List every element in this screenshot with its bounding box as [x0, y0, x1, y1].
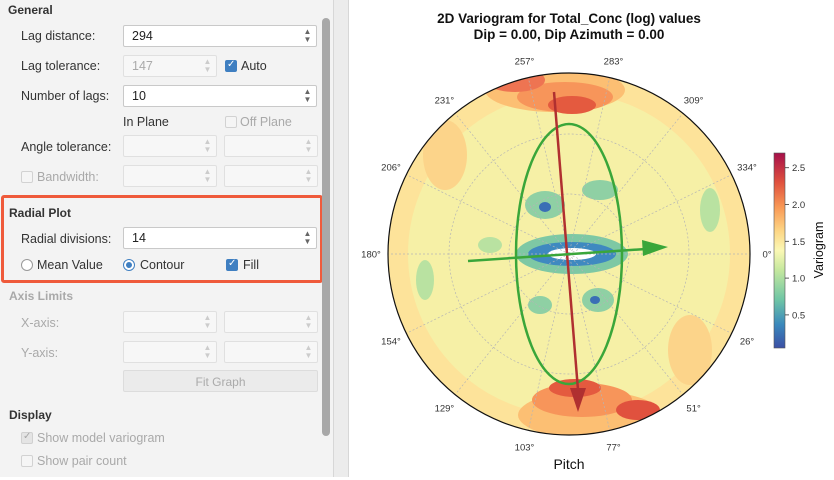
angle-tick-label: 309°: [684, 96, 704, 107]
angle-tick-label: 231°: [435, 96, 455, 107]
bandwidth-off-plane-field[interactable]: ▲ ▼: [224, 165, 318, 187]
colorbar-tick-label: 0.5: [792, 310, 805, 321]
plot-subtitle: Dip = 0.00, Dip Azimuth = 0.00: [474, 27, 665, 42]
bandwidth-checkbox[interactable]: [21, 171, 33, 183]
angle-tick-label: 180°: [361, 250, 381, 261]
angle-tick-label: 26°: [740, 336, 755, 347]
colorbar-tick-label: 1.5: [792, 237, 805, 248]
spinner-icon: ▲ ▼: [304, 167, 313, 184]
spinner-icon: ▲ ▼: [304, 313, 313, 330]
anisotropy-ellipse: [514, 122, 624, 386]
show-model-variogram-label: Show model variogram: [37, 431, 165, 445]
x-axis-max-field[interactable]: ▲ ▼: [224, 311, 318, 333]
section-general-title: General: [8, 3, 53, 17]
show-pair-count-label: Show pair count: [37, 454, 127, 468]
angle-tick-label: 77°: [606, 442, 621, 453]
radial-variogram-plot: 2D Variogram for Total_Conc (log) values…: [361, 11, 826, 472]
radial-divisions-value: 14: [132, 231, 146, 245]
lag-tolerance-label: Lag tolerance:: [21, 59, 101, 73]
angle-tick-label: 257°: [515, 57, 535, 68]
angle-tick-label: 51°: [686, 403, 701, 414]
colorbar: [773, 152, 786, 349]
spinner-icon: ▲ ▼: [203, 167, 212, 184]
spinner-icon: ▲ ▼: [304, 137, 313, 154]
section-axis-limits-title: Axis Limits: [9, 289, 74, 303]
polar-grid: [388, 77, 750, 431]
angle-tick-label: 283°: [604, 57, 624, 68]
in-plane-label: In Plane: [123, 115, 169, 129]
angle-labels: 0° 26° 51° 77° 103° 129° 154° 180° 206° 231° 257° 2…: [361, 57, 772, 454]
number-of-lags-field[interactable]: 10 ▲ ▼: [123, 85, 317, 107]
section-radial-plot-title: Radial Plot: [9, 206, 72, 220]
fit-graph-button[interactable]: Fit Graph: [123, 370, 318, 392]
major-axis-line: [552, 91, 580, 391]
y-axis-min-field[interactable]: ▲ ▼: [123, 341, 217, 363]
lag-distance-value: 294: [132, 29, 153, 43]
bandwidth-in-plane-field[interactable]: ▲ ▼: [123, 165, 217, 187]
x-axis-label: X-axis:: [21, 316, 60, 330]
spinner-icon: ▲ ▼: [203, 343, 212, 360]
lag-distance-label: Lag distance:: [21, 29, 96, 43]
spinner-icon[interactable]: ▲ ▼: [303, 87, 312, 104]
settings-panel: General Lag distance: 294 ▲ ▼ Lag toleran…: [0, 0, 333, 477]
radial-divisions-label: Radial divisions:: [21, 232, 112, 246]
fill-label: Fill: [243, 258, 259, 272]
contour-radio[interactable]: [123, 259, 135, 271]
colorbar-tick-label: 2.5: [792, 163, 805, 174]
number-of-lags-value: 10: [132, 89, 146, 103]
major-axis-arrowhead: [570, 388, 586, 412]
off-plane-checkbox[interactable]: [225, 116, 237, 128]
angle-tick-label: 154°: [381, 336, 401, 347]
angle-tick-label: 0°: [762, 250, 771, 261]
contour-label: Contour: [140, 258, 185, 272]
lag-distance-field[interactable]: 294 ▲ ▼: [123, 25, 317, 47]
spinner-icon: ▲ ▼: [304, 343, 313, 360]
off-plane-label: Off Plane: [240, 115, 292, 129]
fill-checkbox[interactable]: [226, 258, 238, 271]
minor-axis-arrowhead: [642, 240, 668, 256]
angle-tolerance-in-plane-field[interactable]: ▲ ▼: [123, 135, 217, 157]
auto-checkbox[interactable]: [225, 59, 237, 72]
colorbar-label: Variogram: [812, 222, 826, 279]
number-of-lags-label: Number of lags:: [21, 89, 110, 103]
radial-divisions-field[interactable]: 14 ▲ ▼: [123, 227, 317, 249]
angle-tick-label: 334°: [737, 163, 757, 174]
scrollbar-thumb[interactable]: [322, 18, 330, 436]
colorbar-tick-label: 2.0: [792, 200, 805, 211]
angle-tick-label: 206°: [381, 163, 401, 174]
auto-label: Auto: [241, 59, 267, 73]
spinner-icon[interactable]: ▲ ▼: [303, 229, 312, 246]
bandwidth-label: Bandwidth:: [37, 170, 99, 184]
y-axis-label: Y-axis:: [21, 346, 59, 360]
y-axis-max-field[interactable]: ▲ ▼: [224, 341, 318, 363]
colorbar-ticks: 0.5 1.0 1.5 2.0 2.5: [785, 163, 805, 321]
plot-title: 2D Variogram for Total_Conc (log) values: [437, 11, 701, 26]
angle-tick-label: 103°: [515, 442, 535, 453]
spinner-icon[interactable]: ▲ ▼: [303, 27, 312, 44]
mean-value-radio[interactable]: [21, 259, 33, 271]
lag-tolerance-value: 147: [132, 59, 153, 73]
plot-frame: [387, 72, 751, 436]
radial-plot-highlight-box: [1, 195, 323, 283]
show-model-variogram-checkbox[interactable]: [21, 431, 33, 444]
lag-tolerance-field[interactable]: 147 ▲ ▼: [123, 55, 217, 77]
mean-value-label: Mean Value: [37, 258, 103, 272]
x-axis-min-field[interactable]: ▲ ▼: [123, 311, 217, 333]
angle-tolerance-off-plane-field[interactable]: ▲ ▼: [224, 135, 318, 157]
show-pair-count-checkbox[interactable]: [21, 455, 33, 467]
x-axis-label: Pitch: [553, 456, 584, 472]
spinner-icon: ▲ ▼: [203, 137, 212, 154]
section-display-title: Display: [9, 408, 52, 422]
variogram-plot-area: 2D Variogram for Total_Conc (log) values…: [350, 0, 834, 477]
splitter[interactable]: [333, 0, 349, 477]
angle-tick-label: 129°: [435, 403, 455, 414]
angle-tolerance-label: Angle tolerance:: [21, 140, 112, 154]
spinner-icon: ▲ ▼: [203, 313, 212, 330]
colorbar-tick-label: 1.0: [792, 274, 805, 285]
spinner-icon: ▲ ▼: [203, 57, 212, 74]
minor-axis-line: [467, 247, 647, 263]
